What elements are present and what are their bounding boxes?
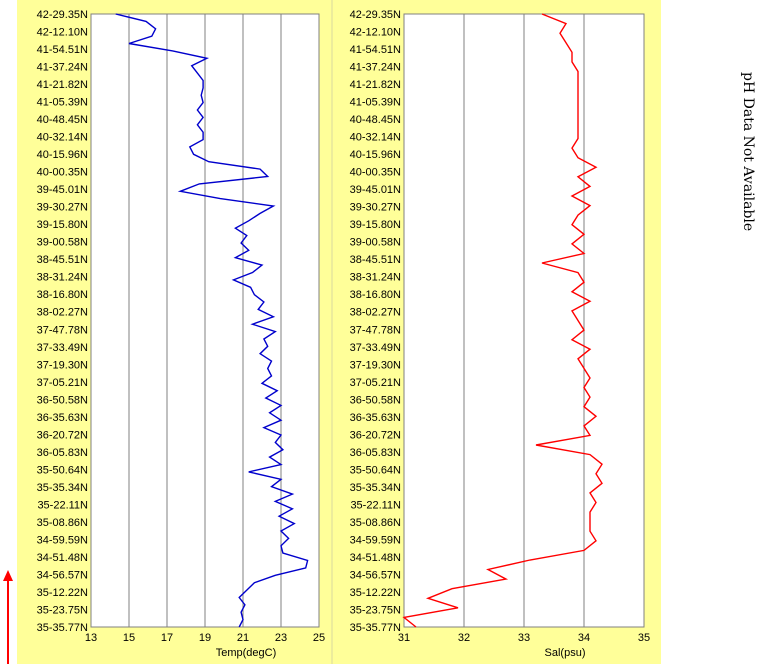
- temp-latitude-label: 38-16.80N: [37, 289, 88, 301]
- sal-latitude-label: 40-15.96N: [350, 149, 401, 161]
- temp-latitude-label: 36-50.58N: [37, 394, 88, 406]
- sal-latitude-label: 35-35.34N: [350, 482, 401, 494]
- sal-latitude-label: 35-23.75N: [350, 604, 401, 616]
- sal-latitude-label: 40-32.14N: [350, 132, 401, 144]
- temp-latitude-label: 38-31.24N: [37, 272, 88, 284]
- sal-latitude-label: 41-21.82N: [350, 79, 401, 91]
- temp-latitude-label: 35-23.75N: [37, 604, 88, 616]
- temp-latitude-label: 41-37.24N: [37, 62, 88, 74]
- sal-latitude-label: 40-00.35N: [350, 167, 401, 179]
- sal-latitude-label: 34-56.57N: [350, 569, 401, 581]
- sal-latitude-label: 39-00.58N: [350, 237, 401, 249]
- temp-latitude-label: 37-05.21N: [37, 377, 88, 389]
- ph-unavailable-note: pH Data Not Available: [740, 72, 756, 231]
- temp-latitude-label: 34-51.48N: [37, 552, 88, 564]
- temp-latitude-label: 39-30.27N: [37, 202, 88, 214]
- temp-x-tick-label: 15: [123, 632, 135, 644]
- temp-x-tick-labels: 13 15 17 19 21 23 25: [85, 632, 325, 644]
- temp-latitude-label: 39-45.01N: [37, 184, 88, 196]
- temp-latitude-label: 35-12.22N: [37, 587, 88, 599]
- sal-latitude-label: 42-29.35N: [350, 9, 401, 21]
- temp-gridlines: [128, 14, 282, 627]
- temp-x-tick-label: 17: [161, 632, 173, 644]
- temp-latitude-label: 37-19.30N: [37, 359, 88, 371]
- sal-latitude-label: 40-48.45N: [350, 114, 401, 126]
- temp-latitude-label: 35-35.77N: [37, 622, 88, 634]
- sal-x-tick-label: 32: [458, 632, 470, 644]
- temp-latitude-label: 35-22.11N: [37, 499, 88, 511]
- temp-latitude-label: 40-32.14N: [37, 132, 88, 144]
- sal-x-tick-label: 31: [398, 632, 410, 644]
- temp-latitude-label: 41-05.39N: [37, 97, 88, 109]
- sal-latitude-label: 36-05.83N: [350, 447, 401, 459]
- temp-latitude-label: 39-15.80N: [37, 219, 88, 231]
- temp-x-tick-label: 13: [85, 632, 97, 644]
- temp-latitude-label: 41-54.51N: [37, 44, 88, 56]
- sal-x-tick-labels: 31 32 33 34 35: [398, 632, 650, 644]
- sal-latitude-labels: 42-29.35N 42-12.10N 41-54.51N 41-37.24N 41-2…: [350, 9, 401, 634]
- temp-latitude-label: 37-47.78N: [37, 324, 88, 336]
- sal-latitude-label: 36-20.72N: [350, 429, 401, 441]
- sal-series-line: [402, 13, 603, 628]
- sal-latitude-label: 35-35.77N: [350, 622, 401, 634]
- temp-x-tick-label: 19: [199, 632, 211, 644]
- temp-latitude-label: 35-50.64N: [37, 464, 88, 476]
- sal-latitude-label: 41-54.51N: [350, 44, 401, 56]
- temp-latitude-label: 38-45.51N: [37, 254, 88, 266]
- sal-x-tick-label: 35: [638, 632, 650, 644]
- sal-latitude-label: 36-35.63N: [350, 412, 401, 424]
- sal-latitude-label: 37-33.49N: [350, 342, 401, 354]
- temp-latitude-label: 42-12.10N: [37, 27, 88, 39]
- sal-latitude-label: 35-12.22N: [350, 587, 401, 599]
- temp-latitude-label: 35-35.34N: [37, 482, 88, 494]
- temp-latitude-label: 36-05.83N: [37, 447, 88, 459]
- sal-latitude-label: 38-45.51N: [350, 254, 401, 266]
- sal-axis-title: Sal(psu): [545, 647, 586, 659]
- temp-x-tick-label: 23: [275, 632, 287, 644]
- sal-gridlines: [463, 14, 585, 627]
- sal-latitude-label: 35-22.11N: [350, 499, 401, 511]
- temp-latitude-label: 37-33.49N: [37, 342, 88, 354]
- sal-latitude-label: 36-50.58N: [350, 394, 401, 406]
- temp-latitude-label: 35-08.86N: [37, 517, 88, 529]
- temp-latitude-label: 42-29.35N: [37, 9, 88, 21]
- temp-latitude-label: 34-56.57N: [37, 569, 88, 581]
- sal-x-tick-label: 34: [578, 632, 590, 644]
- sal-latitude-label: 38-02.27N: [350, 307, 401, 319]
- temp-series-line: [115, 13, 309, 628]
- sal-latitude-label: 41-05.39N: [350, 97, 401, 109]
- temp-axis-title: Temp(degC): [216, 647, 277, 659]
- temp-latitude-labels: 42-29.35N 42-12.10N 41-54.51N 41-37.24N 41-2…: [37, 9, 88, 634]
- temp-latitude-label: 40-00.35N: [37, 167, 88, 179]
- sal-latitude-label: 42-12.10N: [350, 27, 401, 39]
- sal-latitude-label: 37-05.21N: [350, 377, 401, 389]
- temp-latitude-label: 36-20.72N: [37, 429, 88, 441]
- sal-x-tick-label: 33: [518, 632, 530, 644]
- sal-latitude-label: 39-30.27N: [350, 202, 401, 214]
- sal-latitude-label: 34-51.48N: [350, 552, 401, 564]
- temp-x-tick-label: 25: [313, 632, 325, 644]
- sal-latitude-label: 35-08.86N: [350, 517, 401, 529]
- temp-latitude-label: 40-15.96N: [37, 149, 88, 161]
- sal-latitude-label: 39-45.01N: [350, 184, 401, 196]
- sal-latitude-label: 41-37.24N: [350, 62, 401, 74]
- temp-latitude-label: 39-00.58N: [37, 237, 88, 249]
- sal-latitude-label: 39-15.80N: [350, 219, 401, 231]
- temp-latitude-label: 40-48.45N: [37, 114, 88, 126]
- sal-latitude-label: 37-19.30N: [350, 359, 401, 371]
- temp-latitude-label: 41-21.82N: [37, 79, 88, 91]
- sal-latitude-label: 38-31.24N: [350, 272, 401, 284]
- temp-x-tick-label: 21: [237, 632, 249, 644]
- temp-latitude-label: 38-02.27N: [37, 307, 88, 319]
- temp-latitude-label: 36-35.63N: [37, 412, 88, 424]
- temp-latitude-label: 34-59.59N: [37, 534, 88, 546]
- sal-latitude-label: 34-59.59N: [350, 534, 401, 546]
- sal-latitude-label: 37-47.78N: [350, 324, 401, 336]
- sal-latitude-label: 35-50.64N: [350, 464, 401, 476]
- direction-arrow: [3, 570, 13, 664]
- sal-latitude-label: 38-16.80N: [350, 289, 401, 301]
